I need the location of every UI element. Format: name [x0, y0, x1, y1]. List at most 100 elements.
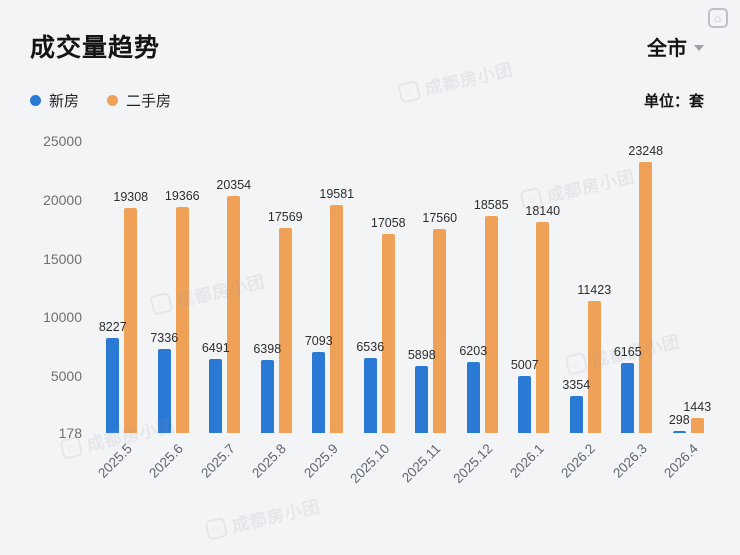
bar-wrap: 3354	[562, 141, 590, 433]
bar-新房[interactable]	[363, 358, 377, 433]
bar-wrap: 6165	[614, 141, 642, 433]
chevron-down-icon	[694, 44, 704, 51]
bar-value-label: 19308	[113, 189, 149, 204]
bar-group: 3354 11423	[560, 141, 612, 433]
y-axis-tick: 5000	[50, 368, 82, 385]
bar-二手房[interactable]	[330, 204, 344, 433]
bar-value-label: 5007	[510, 358, 539, 373]
bar-value-label: 6203	[459, 344, 488, 359]
legend-label: 二手房	[126, 93, 172, 110]
bar-group: 5898 17560	[405, 141, 457, 433]
legend-dot-blue	[30, 95, 41, 106]
bar-二手房[interactable]	[587, 300, 601, 433]
bar-wrap: 19366	[165, 141, 200, 433]
bar-value-label: 8227	[98, 320, 127, 335]
bar-group: 6536 17058	[354, 141, 406, 433]
bar-二手房[interactable]	[433, 228, 447, 433]
bar-value-label: 19366	[164, 189, 200, 204]
x-axis-label: 2025.12	[449, 441, 495, 487]
bar-二手房[interactable]	[227, 195, 241, 433]
bar-二手房[interactable]	[690, 418, 704, 433]
bar-wrap: 1443	[683, 141, 711, 433]
bar-wrap: 18140	[525, 141, 560, 433]
bar-wrap: 8227	[99, 141, 127, 433]
x-axis-label: 2026.4	[661, 441, 701, 481]
bar-二手房[interactable]	[175, 207, 189, 433]
bar-二手房[interactable]	[278, 228, 292, 433]
y-axis: 25000 20000 15000 10000 5000 178	[30, 133, 88, 441]
bar-value-label: 17058	[370, 216, 406, 231]
bar-wrap: 18585	[474, 141, 509, 433]
bar-新房[interactable]	[466, 362, 480, 433]
x-axis-label: 2026.1	[506, 441, 547, 481]
bar-新房[interactable]	[209, 358, 223, 433]
legend-item-new-homes[interactable]: 新房	[30, 90, 79, 111]
bar-新房[interactable]	[415, 365, 429, 433]
bar-wrap: 6203	[459, 141, 487, 433]
bar-group: 5007 18140	[508, 141, 560, 433]
legend-dot-orange	[107, 95, 119, 106]
bar-新房[interactable]	[621, 362, 635, 433]
bar-新房[interactable]	[157, 348, 171, 433]
legend: 新房 二手房	[30, 90, 171, 111]
bar-value-label: 6536	[356, 340, 385, 355]
x-axis-label: 2025.8	[249, 441, 289, 481]
bar-group: 6398 17569	[251, 141, 303, 433]
x-axis-label: 2025.9	[300, 441, 341, 481]
bar-wrap: 5007	[511, 141, 539, 433]
y-axis-tick: 10000	[43, 309, 82, 326]
bar-新房[interactable]	[569, 395, 583, 433]
plot-area: 8227 19308 7336 19366 6491 20354 6398 17569 7093…	[88, 141, 714, 487]
bar-wrap: 6398	[253, 141, 281, 433]
bar-wrap: 19581	[319, 141, 354, 433]
x-axis-label: 2025.7	[197, 441, 238, 481]
x-axis-label: 2026.2	[558, 441, 598, 481]
legend-item-resale-homes[interactable]: 二手房	[107, 90, 171, 111]
y-axis-tick: 15000	[43, 250, 82, 267]
bar-value-label: 18140	[525, 203, 561, 218]
bar-二手房[interactable]	[536, 221, 550, 433]
bar-chart: 25000 20000 15000 10000 5000 178 8227 19308 733…	[30, 133, 714, 487]
bar-value-label: 18585	[473, 198, 509, 213]
bar-wrap: 23248	[628, 141, 663, 433]
bar-二手房[interactable]	[124, 207, 138, 433]
bar-wrap: 19308	[113, 141, 148, 433]
x-axis: 2025.5 2025.6 2025.7 2025.8 2025.9 2025.10 202…	[88, 433, 714, 487]
bar-新房[interactable]	[672, 431, 686, 433]
bar-wrap: 6536	[356, 141, 384, 433]
x-axis-label: 2025.6	[146, 441, 186, 481]
y-axis-tick: 178	[58, 425, 82, 441]
bar-value-label: 1443	[683, 400, 712, 415]
bar-value-label: 11423	[577, 282, 612, 297]
bar-value-label: 6491	[201, 340, 230, 355]
bar-value-label: 6398	[253, 341, 282, 356]
bar-二手房[interactable]	[484, 216, 498, 433]
x-axis-label: 2025.10	[346, 441, 392, 487]
y-axis-tick: 25000	[43, 133, 82, 149]
bar-新房[interactable]	[518, 376, 532, 433]
legend-row: 新房 二手房 单位：套	[0, 64, 740, 111]
bar-group: 6203 18585	[457, 141, 509, 433]
bar-wrap: 17569	[268, 141, 303, 433]
legend-label: 新房	[49, 93, 80, 110]
x-axis-label: 2025.11	[399, 441, 444, 486]
bar-value-label: 6165	[613, 344, 642, 359]
bar-value-label: 17560	[422, 210, 458, 225]
bar-wrap: 7093	[305, 141, 333, 433]
bar-value-label: 7093	[304, 333, 333, 348]
unit-label: 单位：套	[643, 93, 704, 110]
brand-logo-icon: ⌂	[204, 516, 229, 541]
bar-新房[interactable]	[312, 351, 326, 433]
bar-新房[interactable]	[106, 338, 120, 433]
bar-二手房[interactable]	[381, 234, 395, 433]
y-axis-tick: 20000	[43, 191, 82, 208]
bar-value-label: 17569	[267, 210, 303, 225]
bar-二手房[interactable]	[639, 161, 653, 433]
bar-value-label: 3354	[562, 377, 591, 392]
bar-value-label: 19581	[319, 186, 355, 201]
bar-group: 7093 19581	[302, 141, 354, 433]
bar-group: 8227 19308	[96, 141, 148, 433]
brand-watermark: ⌂ 成都房小团	[204, 492, 323, 542]
bar-新房[interactable]	[260, 359, 274, 433]
region-selector[interactable]: 全市	[647, 32, 704, 61]
